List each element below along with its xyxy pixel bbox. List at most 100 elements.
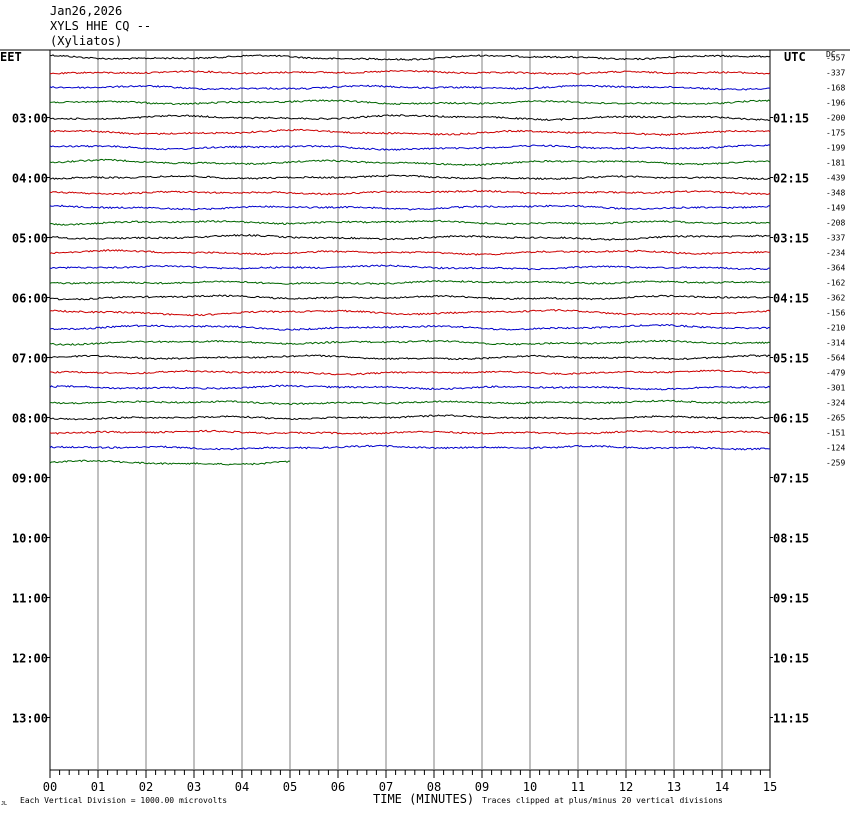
x-axis-label: TIME (MINUTES) [373,792,474,806]
seismic-trace [49,84,771,91]
right-hour-label: 06:15 [773,412,809,426]
dc-offset-label: -168 [826,84,845,93]
right-hour-label: 04:15 [773,292,809,306]
x-tick-label: 11 [571,780,585,794]
seismic-trace [49,414,771,421]
left-hour-label: 09:00 [12,472,48,486]
x-tick-label: 14 [715,780,729,794]
seismic-trace [49,219,771,226]
seismic-trace [49,429,771,435]
x-tick-label: 02 [139,780,153,794]
dc-offset-label: -314 [826,339,845,348]
dc-offset-label: -364 [826,264,845,273]
seismic-trace [49,339,771,346]
seismic-trace [49,264,771,271]
dc-offset-label: -564 [826,354,845,363]
dc-label: DC [826,50,836,59]
dc-offset-label: -210 [826,324,845,333]
right-hour-label: 09:15 [773,592,809,606]
left-hour-label: 12:00 [12,652,48,666]
dc-offset-label: -324 [826,399,845,408]
dc-offset-label: -175 [826,129,845,138]
dc-offset-label: -208 [826,219,845,228]
seismic-trace [49,308,771,317]
left-hour-label: 10:00 [12,532,48,546]
right-axis-title: UTC [784,50,806,64]
seismic-trace [49,444,771,451]
seismic-trace [49,369,771,376]
plot-frame [49,49,771,771]
dc-offset-label: -337 [826,234,845,243]
dc-offset-label: -181 [826,159,845,168]
dc-offset-label: -196 [826,99,845,108]
x-tick-label: 00 [43,780,57,794]
right-hour-label: 08:15 [773,532,809,546]
x-tick-label: 04 [235,780,249,794]
dc-offset-label: -337 [826,69,845,78]
x-tick-label: 10 [523,780,537,794]
seismic-trace [49,158,771,167]
left-hour-label: 04:00 [12,172,48,186]
seismic-trace [49,233,771,241]
x-tick-label: 15 [763,780,777,794]
right-hour-label: 01:15 [773,112,809,126]
dc-offset-label: -156 [826,309,845,318]
seismic-trace [49,144,771,151]
dc-offset-label: -234 [826,249,845,258]
x-tick-label: 01 [91,780,105,794]
dc-offset-label: -151 [826,429,845,438]
seismic-trace [49,174,771,181]
seismic-trace [49,99,771,106]
dc-offset-label: -199 [826,144,845,153]
left-hour-label: 08:00 [12,412,48,426]
dc-offset-label: -348 [826,189,845,198]
seismic-trace [49,384,771,391]
dc-offset-label: -259 [826,459,845,468]
dc-offset-label: -439 [826,174,845,183]
right-hour-label: 07:15 [773,472,809,486]
clip-note: Traces clipped at plus/minus 20 vertical… [482,796,723,805]
dc-offset-label: -362 [826,294,845,303]
seismic-trace [49,69,771,75]
seismic-trace [49,279,771,285]
seismic-trace [49,54,771,61]
seismic-trace [49,249,771,256]
seismic-trace [49,399,771,406]
left-hour-label: 11:00 [12,592,48,606]
corner-mark: JL [1,801,7,807]
seismic-trace [49,114,771,121]
date-label: Jan26,2026 [50,4,123,18]
seismic-trace [49,128,771,137]
left-hour-label: 07:00 [12,352,48,366]
dc-offset-label: -162 [826,279,845,288]
x-tick-label: 09 [475,780,489,794]
dc-offset-label: -149 [826,204,845,213]
right-hour-label: 11:15 [773,712,809,726]
station-label: XYLS HHE CQ -- [50,19,152,33]
x-tick-label: 12 [619,780,633,794]
x-tick-label: 08 [427,780,441,794]
x-tick-label: 13 [667,780,681,794]
location-label: (Xyliatos) [50,34,123,48]
seismic-trace [49,354,771,361]
dc-offset-label: -479 [826,369,845,378]
dc-offset-label: -557 [826,54,845,63]
dc-offset-label: -200 [826,114,845,123]
left-hour-label: 06:00 [12,292,48,306]
left-axis-title: EET [0,50,22,64]
left-hour-label: 13:00 [12,712,48,726]
right-hour-label: 02:15 [773,172,809,186]
seismic-trace [49,204,771,211]
left-hour-label: 05:00 [12,232,48,246]
right-hour-label: 03:15 [773,232,809,246]
seismic-trace [49,459,291,466]
right-hour-label: 05:15 [773,352,809,366]
x-tick-label: 05 [283,780,297,794]
left-hour-label: 03:00 [12,112,48,126]
right-hour-label: 10:15 [773,652,809,666]
dc-offset-label: -301 [826,384,845,393]
seismic-trace [49,294,771,301]
dc-offset-label: -265 [826,414,845,423]
x-tick-label: 03 [187,780,201,794]
x-tick-label: 06 [331,780,345,794]
